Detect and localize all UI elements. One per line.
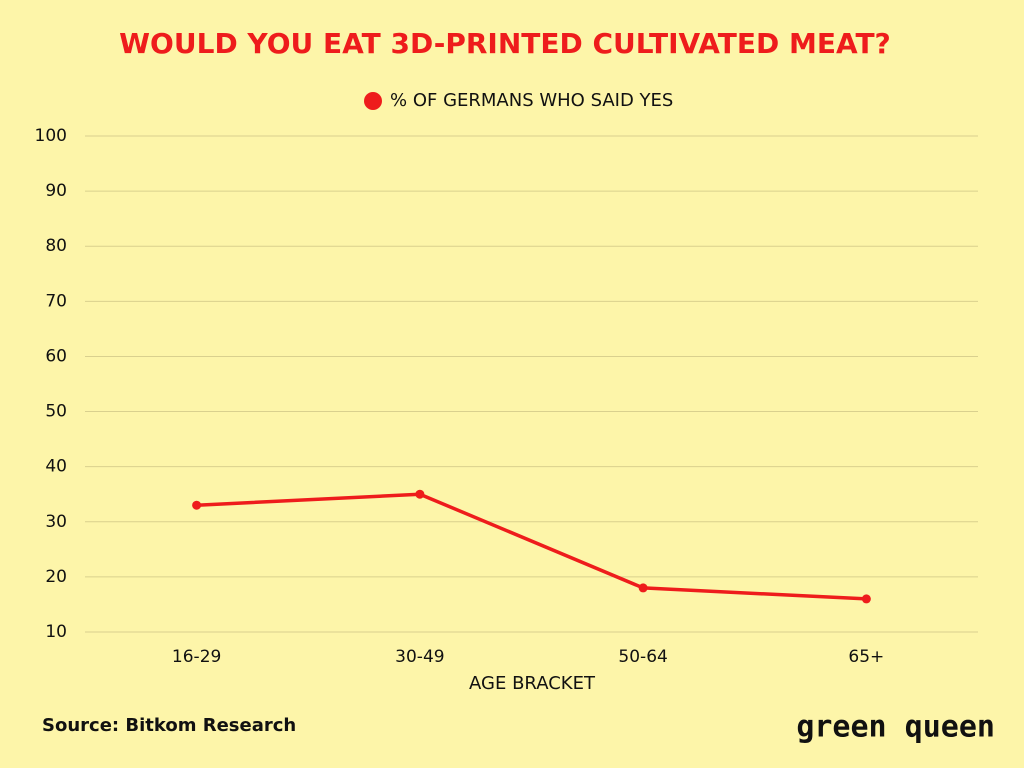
- source-note: Source: Bitkom Research: [42, 715, 296, 736]
- point: [861, 594, 871, 604]
- x-tick-label: 50-64: [618, 647, 667, 667]
- point: [638, 583, 648, 593]
- chart-title: WOULD YOU EAT 3D-PRINTED CULTIVATED MEAT…: [119, 27, 891, 60]
- y-tick-label: 100: [35, 126, 67, 146]
- x-tick-label: 16-29: [172, 647, 221, 667]
- point: [415, 489, 425, 499]
- brand-logo: green queen: [796, 710, 995, 745]
- y-tick-label: 20: [45, 567, 67, 587]
- point: [192, 500, 202, 510]
- y-tick-label: 10: [45, 622, 67, 642]
- x-tick-label: 30-49: [395, 647, 444, 667]
- x-axis-label: AGE BRACKET: [469, 673, 596, 694]
- line: [196, 492, 867, 601]
- y-tick-label: 80: [45, 236, 67, 256]
- y-tick-label: 90: [45, 181, 67, 201]
- legend-label: % OF GERMANS WHO SAID YES: [390, 90, 673, 111]
- y-tick-label: 70: [45, 291, 67, 311]
- y-tick-label: 60: [45, 346, 67, 366]
- y-tick-label: 30: [45, 512, 67, 532]
- y-tick-label: 50: [45, 402, 67, 422]
- x-tick-label: 65+: [848, 647, 884, 667]
- y-tick-label: 40: [45, 457, 67, 477]
- legend-marker: [364, 92, 382, 110]
